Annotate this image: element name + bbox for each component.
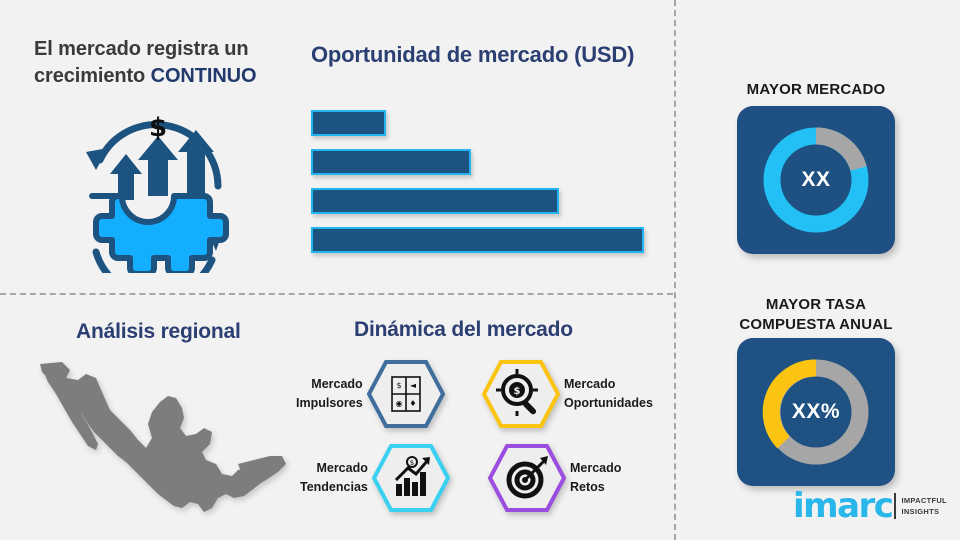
dynamics-item-impulsores[interactable]: Mercado Impulsores $ ◄ ◉ ♦ (296, 360, 445, 428)
bar-0 (311, 110, 386, 136)
imarc-tagline: IMPACTFUL INSIGHTS (901, 496, 947, 517)
horizontal-divider (0, 293, 673, 295)
bar-1 (311, 149, 471, 175)
svg-text:◄: ◄ (410, 381, 417, 390)
regional-title: Análisis regional (76, 320, 241, 343)
donut-card-mayor-mercado: XX (737, 106, 895, 254)
svg-text:$: $ (410, 459, 414, 467)
dynamics-label-retos: Mercado Retos (570, 461, 622, 494)
svg-text:♦: ♦ (409, 399, 416, 408)
target-dart-icon (488, 444, 566, 512)
puzzle-pieces-icon: $ ◄ ◉ ♦ (366, 360, 445, 428)
bar-chart-arrow-icon: $ (371, 444, 450, 512)
dynamics-grid: Mercado Impulsores $ ◄ ◉ ♦ (296, 356, 676, 516)
dynamics-label-impulsores: Mercado Impulsores (296, 377, 363, 410)
dynamics-item-tendencias[interactable]: Mercado Tendencias $ (300, 444, 450, 512)
svg-text:$: $ (396, 381, 401, 390)
magnifier-dollar-icon: $ (482, 360, 560, 428)
bar-3 (311, 227, 644, 253)
growth-title: El mercado registra un crecimiento CONTI… (34, 36, 304, 90)
imarc-logo: imarc IMPACTFUL INSIGHTS (793, 486, 947, 526)
growth-gear-arrows-icon: $ (62, 108, 252, 301)
growth-title-line2: crecimiento (34, 65, 151, 88)
growth-title-line1: El mercado registra un (34, 38, 249, 60)
bar-2 (311, 188, 559, 214)
vertical-divider (674, 0, 676, 540)
dynamics-title: Dinámica del mercado (354, 318, 573, 341)
opportunity-title: Oportunidad de mercado (USD) (311, 42, 635, 67)
logo-divider (894, 493, 897, 520)
dynamics-item-oportunidades[interactable]: $ Mercado Oportunidades (482, 360, 653, 428)
dynamics-item-retos[interactable]: Mercado Retos (488, 444, 621, 512)
svg-text:$: $ (514, 386, 521, 397)
donut-card-mayor-tasa: XX% (737, 338, 895, 486)
panel-title-mayor-tasa: MAYOR TASA COMPUESTA ANUAL (739, 296, 893, 333)
panel-title-mayor-mercado: MAYOR MERCADO (746, 81, 886, 98)
opportunity-bar-chart (311, 110, 661, 270)
svg-text:$: $ (149, 113, 167, 143)
dynamics-label-tendencias: Mercado Tendencias (300, 461, 368, 494)
svg-text:◉: ◉ (395, 399, 402, 408)
mexico-map (26, 352, 291, 527)
growth-title-accent: CONTINUO (150, 65, 257, 88)
dynamics-label-oportunidades: Mercado Oportunidades (564, 377, 653, 410)
imarc-wordmark: imarc (793, 486, 894, 526)
